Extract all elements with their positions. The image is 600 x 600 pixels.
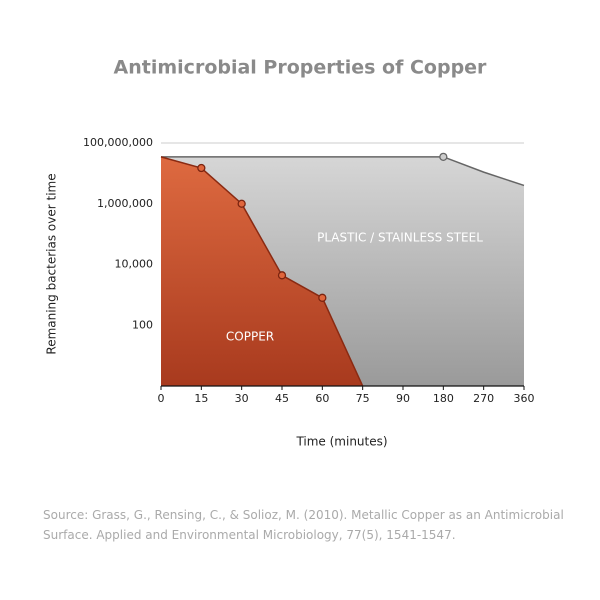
x-tick-label: 90 <box>396 392 410 405</box>
source: Source: Grass, G., Rensing, C., & Solioz… <box>43 508 564 542</box>
marker <box>197 163 206 173</box>
x-tick-label: 45 <box>275 392 289 405</box>
y-tick-label: 100,000,000 <box>83 136 153 149</box>
x-axis-label: Time (minutes) <box>295 435 387 449</box>
marker <box>277 271 287 280</box>
x-tick-label: 270 <box>473 392 494 405</box>
x-tick-label: 0 <box>158 392 165 405</box>
x-tick-label: 30 <box>235 392 249 405</box>
x-tick-label: 180 <box>433 392 454 405</box>
marker <box>439 152 448 161</box>
x-tick-label: 60 <box>315 392 329 405</box>
series-label: PLASTIC / STAINLESS STEEL <box>317 231 483 245</box>
line <box>160 156 364 387</box>
x-tick-label: 15 <box>194 392 208 405</box>
area <box>161 156 363 386</box>
y-tick-label: 1,000,000 <box>97 197 153 210</box>
x-tick-label: 75 <box>356 392 370 405</box>
marker <box>237 199 246 208</box>
y-tick-label: 10,000 <box>115 258 154 271</box>
series-label: COPPER <box>226 330 274 344</box>
x-tick-label: 360 <box>514 392 535 405</box>
marker <box>318 293 327 302</box>
y-tick-label: 100 <box>132 318 153 331</box>
chart-title: Antimicrobial Properties of Copper <box>114 57 488 79</box>
y-axis-label: Remaning bacterias over time <box>45 173 59 354</box>
line <box>161 156 525 187</box>
